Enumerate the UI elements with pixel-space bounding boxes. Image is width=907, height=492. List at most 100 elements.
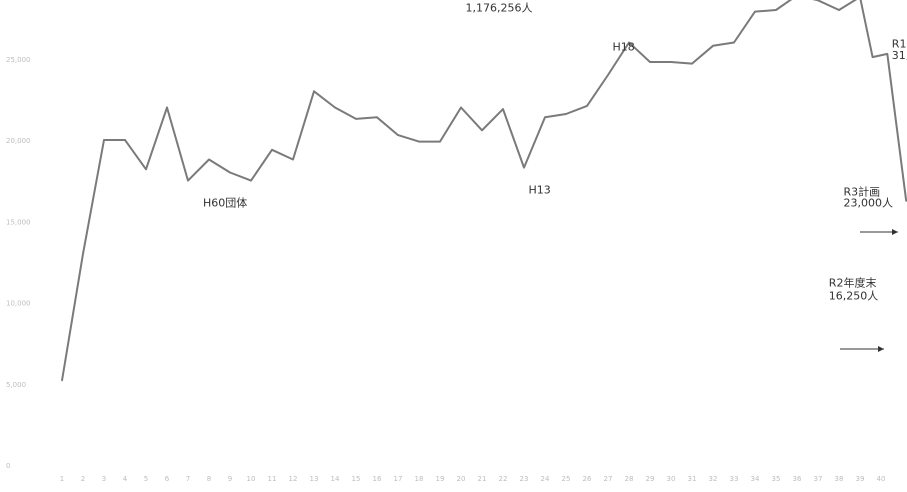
x-tick-label: 9 xyxy=(228,475,232,483)
x-tick-label: 2 xyxy=(81,475,85,483)
annotation-label: 1,176,256人 xyxy=(466,2,533,15)
data-point xyxy=(775,9,777,11)
data-point xyxy=(103,139,105,141)
data-point xyxy=(334,106,336,109)
annotation-label: 16,250人 xyxy=(829,289,879,302)
x-tick-label: 37 xyxy=(814,475,823,483)
data-point xyxy=(544,116,546,119)
y-tick-label: 15,000 xyxy=(6,218,31,226)
data-point xyxy=(145,168,147,171)
x-tick-label: 38 xyxy=(835,475,844,483)
y-tick-label: 0 xyxy=(6,462,10,470)
x-tick-label: 4 xyxy=(123,475,128,483)
x-tick-label: 27 xyxy=(604,475,613,483)
data-point xyxy=(586,105,588,107)
y-tick-label: 20,000 xyxy=(6,137,31,145)
data-point xyxy=(502,108,504,110)
data-point xyxy=(649,61,651,63)
data-point xyxy=(61,379,63,382)
x-tick-label: 6 xyxy=(165,475,170,483)
data-point xyxy=(754,10,756,13)
annotation-label: R1 xyxy=(892,37,907,50)
x-tick-label: 32 xyxy=(709,475,718,483)
data-point xyxy=(871,56,874,58)
x-tick-label: 15 xyxy=(352,475,361,483)
y-tick-label: 5,000 xyxy=(6,381,26,389)
data-point xyxy=(292,158,294,161)
x-tick-label: 7 xyxy=(186,475,190,483)
data-point xyxy=(565,113,567,115)
x-tick-label: 40 xyxy=(877,475,886,483)
x-tick-label: 17 xyxy=(394,475,403,483)
x-axis-ticks: 1 2 3 4 5 6 7 8 9 10 11 12 13 14 15 16 17 18 19 20 21 22 23 24 2… xyxy=(60,475,886,483)
data-point xyxy=(250,179,252,182)
annotation-label: R2末の延べ利用者 xyxy=(466,0,558,1)
x-tick-label: 34 xyxy=(751,475,760,483)
x-tick-label: 35 xyxy=(772,475,781,483)
annotation-label: 23,000人 xyxy=(844,197,894,210)
arrow-head-icon xyxy=(878,346,884,352)
x-tick-label: 22 xyxy=(499,475,508,483)
annotation-label: H13 xyxy=(529,184,551,197)
data-point xyxy=(523,166,525,169)
annotation-label: H60団体 xyxy=(203,196,247,210)
x-tick-label: 28 xyxy=(625,475,634,483)
series-line xyxy=(61,0,907,381)
annotation-label: H18 xyxy=(613,41,635,54)
annotation-arrows xyxy=(840,229,898,352)
x-tick-label: 11 xyxy=(268,475,277,483)
data-point xyxy=(166,106,168,109)
data-point xyxy=(376,116,378,119)
data-point xyxy=(691,62,693,65)
x-tick-label: 36 xyxy=(793,475,802,483)
data-point xyxy=(838,9,840,11)
y-tick-label: 25,000 xyxy=(6,56,31,64)
x-tick-label: 21 xyxy=(478,475,487,483)
x-tick-label: 18 xyxy=(415,475,424,483)
data-point xyxy=(817,0,819,2)
x-tick-label: 13 xyxy=(310,475,319,483)
data-point xyxy=(712,44,714,47)
y-tick-label: 10,000 xyxy=(6,300,31,308)
data-point xyxy=(460,106,462,109)
x-tick-label: 24 xyxy=(541,475,550,483)
x-tick-label: 10 xyxy=(247,475,256,483)
x-tick-label: 39 xyxy=(856,475,865,483)
x-tick-label: 1 xyxy=(60,475,64,483)
data-point xyxy=(418,140,420,143)
x-tick-label: 5 xyxy=(144,475,148,483)
x-tick-label: 31 xyxy=(688,475,697,483)
data-point xyxy=(355,118,357,120)
x-tick-label: 16 xyxy=(373,475,382,483)
data-point xyxy=(733,41,735,44)
data-point xyxy=(229,171,231,174)
data-point xyxy=(208,158,210,161)
data-point xyxy=(607,74,609,76)
x-tick-label: 23 xyxy=(520,475,529,483)
data-point xyxy=(187,179,189,182)
data-point xyxy=(886,53,889,55)
x-tick-label: 12 xyxy=(289,475,298,483)
data-point xyxy=(628,41,630,44)
series-group xyxy=(61,0,907,382)
x-tick-label: 29 xyxy=(646,475,655,483)
annotation-label: R2年度末 xyxy=(829,275,877,289)
data-point xyxy=(82,252,84,255)
annotation-label: R3計画 xyxy=(844,184,881,198)
annotation-label: 31,102人 xyxy=(892,49,907,62)
x-tick-label: 33 xyxy=(730,475,739,483)
y-axis-ticks: 0 5,000 10,000 15,000 20,000 25,000 xyxy=(6,56,31,470)
data-point xyxy=(271,148,273,151)
data-point xyxy=(481,129,483,132)
x-tick-label: 30 xyxy=(667,475,676,483)
x-tick-label: 8 xyxy=(207,475,211,483)
x-tick-label: 20 xyxy=(457,475,466,483)
data-point xyxy=(124,139,126,141)
x-tick-label: 3 xyxy=(102,475,106,483)
x-tick-label: 19 xyxy=(436,475,445,483)
data-point xyxy=(397,134,399,136)
data-point xyxy=(670,61,672,63)
arrow-head-icon xyxy=(892,229,898,235)
